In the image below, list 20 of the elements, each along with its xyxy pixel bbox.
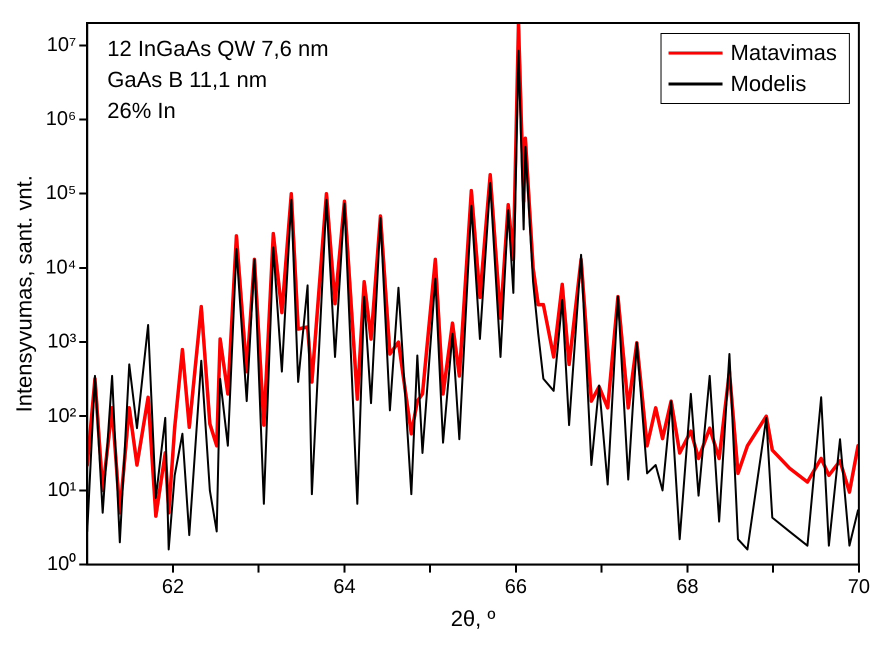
x-tick-label: 62: [162, 576, 184, 598]
x-tick-label: 66: [504, 576, 528, 598]
y-tick-label: 10²: [47, 404, 77, 427]
legend-label: Matavimas: [730, 40, 837, 66]
annotation: 26% In: [107, 98, 176, 124]
annotation: 12 InGaAs QW 7,6 nm: [107, 36, 329, 62]
y-tick-label: 10⁶: [46, 108, 76, 130]
x-tick-label: 64: [333, 576, 356, 598]
y-tick-label: 10⁴: [45, 256, 76, 278]
y-tick-label: 10⁷: [46, 34, 76, 56]
legend-label: Modelis: [730, 71, 806, 96]
x-tick-label: 70: [848, 576, 870, 598]
y-tick-label: 10⁰: [46, 552, 76, 576]
y-tick-label: 10⁵: [46, 182, 76, 204]
y-tick-label: 10¹: [47, 478, 77, 501]
x-tick-label: 68: [676, 576, 699, 598]
x-axis-title: 2θ, º: [450, 606, 496, 631]
annotation: GaAs B 11,1 nm: [107, 67, 268, 92]
y-axis-title: Intensyvumas, sant. vnt.: [11, 175, 36, 412]
y-tick-label: 10³: [47, 330, 77, 353]
